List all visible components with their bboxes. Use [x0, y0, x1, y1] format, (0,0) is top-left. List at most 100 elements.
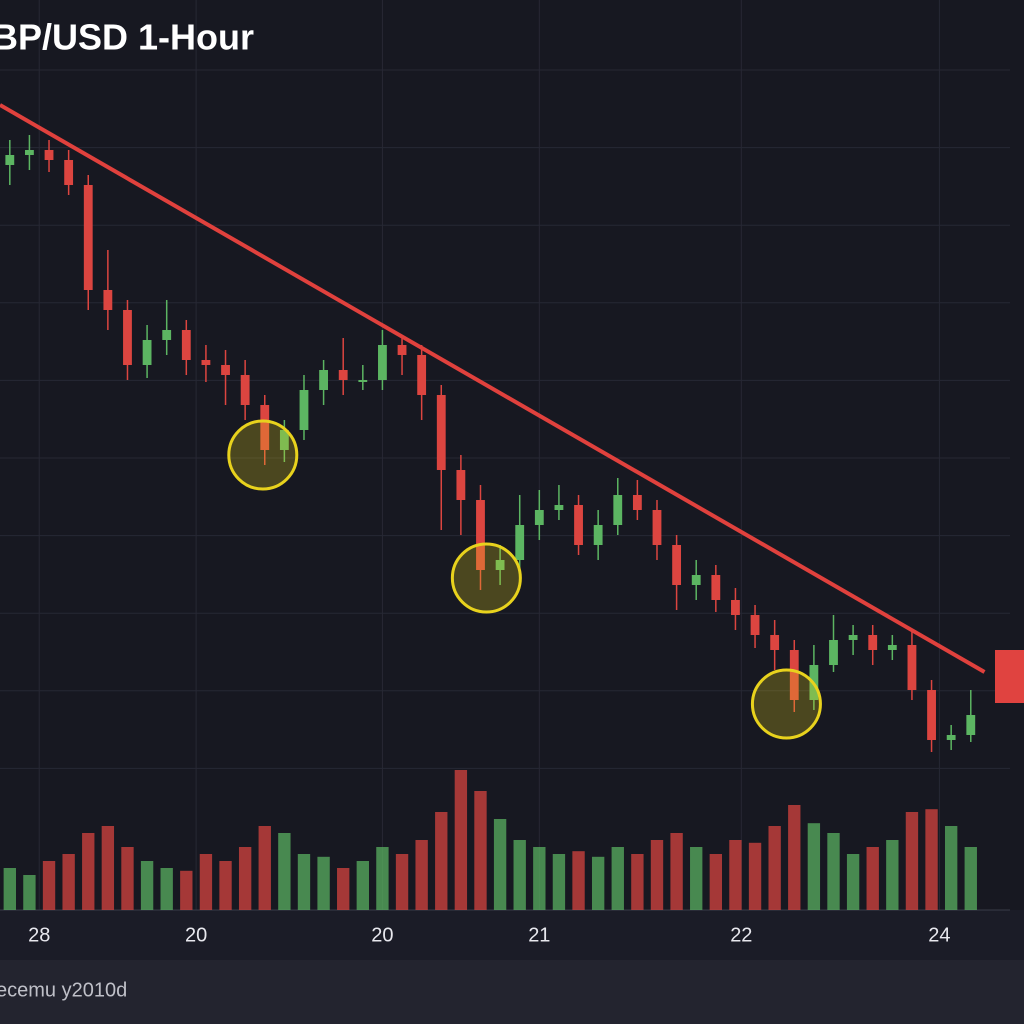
- volume-bar: [160, 868, 173, 910]
- candle-body: [848, 635, 858, 640]
- candle-body: [260, 405, 270, 450]
- candle-body: [436, 395, 446, 470]
- candle-body: [593, 525, 603, 545]
- candle-body: [613, 495, 623, 525]
- candle-body: [103, 290, 113, 310]
- candle-body: [534, 510, 544, 525]
- candle-body: [162, 330, 172, 340]
- x-tick-label: 20: [371, 924, 393, 946]
- highlight-circle: [227, 419, 299, 491]
- volume-bar: [278, 833, 291, 910]
- volume-bar: [611, 847, 624, 910]
- volume-bar: [944, 826, 958, 910]
- x-tick-label: 21: [528, 924, 550, 946]
- x-tick-label: 22: [730, 924, 752, 946]
- volume-bar: [552, 854, 566, 910]
- highlight-circle: [450, 542, 522, 614]
- volume-bar: [905, 812, 919, 910]
- volume-bar: [493, 819, 507, 910]
- volume-bar: [513, 840, 526, 910]
- volume-bar: [846, 854, 860, 910]
- candle-body: [789, 650, 799, 700]
- volume-bar: [337, 868, 350, 910]
- volume-bar: [709, 854, 723, 910]
- candle-body: [456, 470, 466, 500]
- volume-bar: [140, 861, 154, 910]
- volume-bar: [238, 847, 252, 910]
- candle-body: [201, 360, 211, 365]
- volume-bar: [258, 826, 271, 910]
- volume-bar: [533, 847, 546, 910]
- volume-bar: [395, 854, 409, 910]
- volume-layer: [3, 770, 977, 910]
- volume-bar: [454, 770, 468, 910]
- candle-body: [868, 635, 878, 650]
- volume-bar: [3, 868, 16, 910]
- candle-body: [829, 640, 838, 665]
- candle-body: [907, 645, 917, 690]
- volume-bar: [925, 809, 938, 910]
- candle-body: [181, 330, 191, 360]
- volume-bar: [827, 833, 840, 910]
- candle-layer: [5, 135, 976, 752]
- candle-body: [495, 560, 505, 570]
- volume-bar: [121, 847, 134, 910]
- volume-bar: [180, 870, 193, 910]
- volume-bar: [631, 854, 644, 910]
- candle-body: [417, 355, 427, 395]
- candle-body: [750, 615, 760, 635]
- volume-bar: [886, 840, 899, 910]
- volume-bar: [690, 847, 703, 910]
- overlay-layer: [0, 103, 986, 740]
- candle-body: [64, 160, 74, 185]
- candle-body: [240, 375, 250, 405]
- candle-body: [142, 340, 152, 365]
- candle-body: [672, 545, 682, 585]
- candle-body: [770, 635, 780, 650]
- footer-text: ecemu y2010d: [0, 979, 127, 1001]
- candle-body: [25, 150, 34, 155]
- volume-bar: [435, 812, 448, 910]
- x-axis-band: [0, 910, 1024, 960]
- candle-body: [279, 430, 289, 450]
- volume-bar: [650, 840, 664, 910]
- candle-body: [5, 155, 15, 165]
- volume-bar: [866, 847, 879, 910]
- volume-bar: [317, 856, 330, 910]
- candle-body: [123, 310, 132, 365]
- candle-body: [44, 150, 54, 160]
- candle-body: [221, 365, 230, 375]
- volume-bar: [729, 840, 742, 910]
- x-tick-label: 28: [28, 924, 50, 946]
- volume-bar: [670, 833, 683, 910]
- footer-band: [0, 960, 1024, 1024]
- candle-body: [887, 645, 897, 650]
- volume-bar: [768, 826, 781, 910]
- grid: [0, 0, 1010, 910]
- candle-body: [632, 495, 642, 510]
- volume-bar: [62, 854, 75, 910]
- volume-bar: [199, 854, 213, 910]
- volume-bar: [415, 840, 428, 910]
- candle-body: [83, 185, 93, 290]
- candle-body: [711, 575, 721, 600]
- volume-bar: [474, 791, 487, 910]
- candle-body: [358, 380, 368, 382]
- volume-bar: [219, 861, 232, 910]
- candle-body: [338, 370, 348, 380]
- price-tag: [995, 650, 1024, 703]
- volume-bar: [376, 847, 389, 910]
- volume-bar: [591, 856, 605, 910]
- trendline: [0, 103, 986, 674]
- candle-body: [574, 505, 583, 545]
- candle-body: [966, 715, 976, 735]
- candle-body: [946, 735, 956, 740]
- candle-body: [397, 345, 407, 355]
- highlight-circle: [750, 668, 822, 740]
- volume-bar: [748, 842, 762, 910]
- volume-bar: [82, 833, 95, 910]
- chart-title: BP/USD 1-Hour: [0, 17, 254, 58]
